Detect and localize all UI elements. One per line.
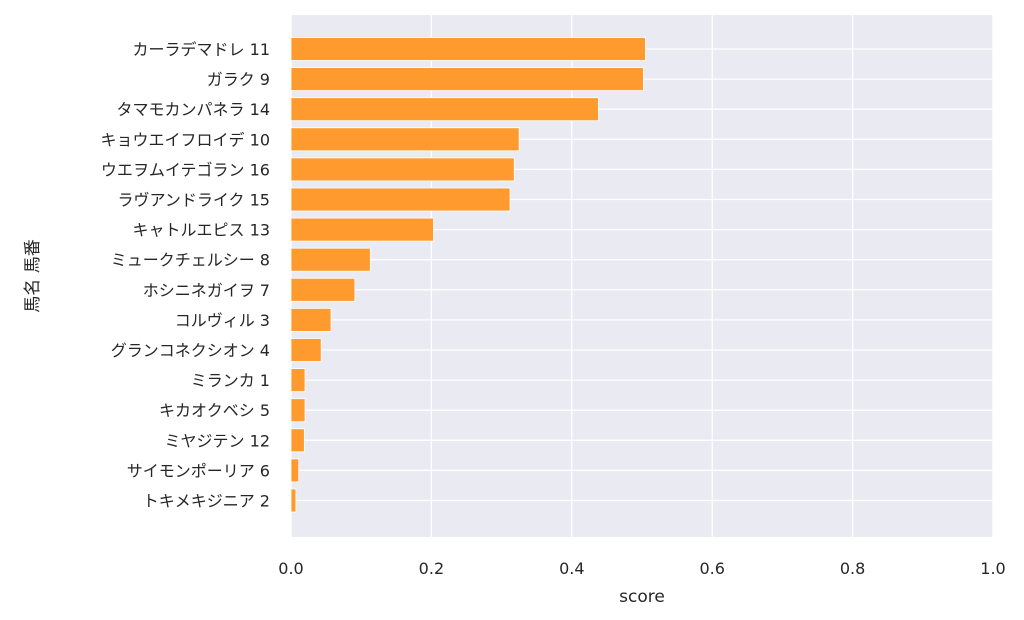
bar: [290, 368, 306, 393]
bar: [290, 488, 297, 513]
bar: [290, 307, 332, 332]
y-tick-label: ミュークチェルシー 8: [111, 251, 270, 270]
bar: [290, 458, 300, 483]
bars: [290, 37, 646, 513]
bar: [290, 398, 306, 423]
bar: [290, 97, 599, 122]
bar: [290, 187, 511, 212]
y-tick-label: サイモンポーリア 6: [127, 461, 270, 480]
bar: [290, 338, 322, 362]
x-tick-label: 0.4: [559, 559, 584, 578]
y-tick-label: ガラク 9: [207, 70, 270, 89]
y-tick-label: カーラデマドレ 11: [133, 40, 270, 59]
y-axis-label: 馬名 馬番: [23, 239, 43, 312]
bar: [290, 127, 520, 152]
y-tick-label: ラヴアンドライク 15: [118, 191, 271, 210]
x-tick-label: 0.2: [419, 559, 444, 578]
y-tick-label: キョウエイフロイデ 10: [101, 130, 270, 149]
bar: [290, 37, 646, 61]
plot-background: [291, 15, 993, 537]
x-tick-labels: 0.0 0.2 0.4 0.6 0.8 1.0: [278, 559, 1005, 578]
bar: [290, 428, 305, 453]
y-tick-label: キカオクベシ 5: [159, 401, 270, 420]
y-tick-label: コルヴィル 3: [175, 311, 270, 330]
bar: [290, 157, 515, 182]
x-tick-label: 1.0: [980, 559, 1005, 578]
y-tick-label: キャトルエピス 13: [133, 221, 270, 240]
bar: [290, 217, 434, 242]
y-tick-label: ミランカ 1: [191, 371, 270, 390]
bar: [290, 247, 371, 272]
y-tick-label: ホシニネガイヲ 7: [143, 281, 270, 300]
x-tick-label: 0.8: [840, 559, 865, 578]
y-tick-label: ウエヲムイテゴラン 16: [101, 160, 270, 179]
y-tick-label: グランコネクシオン 4: [111, 341, 270, 360]
bar: [290, 67, 644, 91]
y-tick-label: トキメキジニア 2: [143, 492, 270, 511]
y-tick-label: タマモカンパネラ 14: [117, 100, 270, 119]
x-tick-label: 0.0: [278, 559, 303, 578]
x-tick-label: 0.6: [699, 559, 724, 578]
x-axis-label: score: [619, 587, 665, 607]
y-tick-labels: カーラデマドレ 11 ガラク 9 タマモカンパネラ 14 キョウエイフロイデ 10 ウエ…: [101, 40, 270, 511]
y-tick-label: ミヤジテン 12: [165, 431, 270, 450]
bar: [290, 277, 356, 302]
